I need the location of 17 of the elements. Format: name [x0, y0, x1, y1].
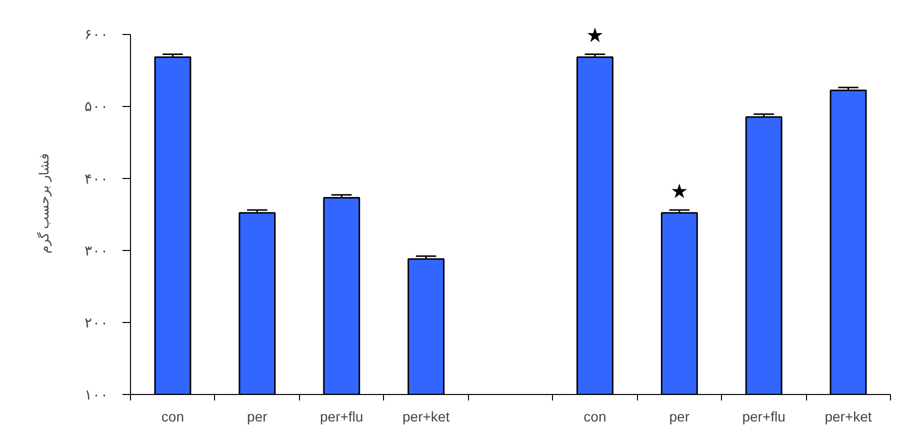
y-tick-label: ۲۰۰ — [84, 314, 108, 330]
x-tick-label: per — [247, 408, 268, 424]
y-tick-label: ۶۰۰ — [84, 26, 108, 42]
y-tick-label: ۱۰۰ — [84, 386, 108, 402]
y-tick-label: ۵۰۰ — [84, 98, 108, 114]
x-tick-label: con — [161, 408, 184, 424]
data-label: ★ — [670, 178, 688, 203]
x-tick-label: per+ket — [824, 408, 872, 424]
data-label: ★ — [586, 23, 604, 48]
y-tick-label: ۳۰۰ — [84, 242, 108, 258]
x-tick-label: per — [669, 408, 690, 424]
x-tick-label: per+flu — [320, 408, 364, 424]
y-axis-title: فشار برحسب گرم — [36, 153, 52, 254]
x-tick-label: per+ket — [402, 408, 450, 424]
x-tick-label: per+flu — [742, 408, 786, 424]
y-tick-label: ۴۰۰ — [84, 170, 108, 186]
x-tick-label: con — [584, 408, 606, 424]
